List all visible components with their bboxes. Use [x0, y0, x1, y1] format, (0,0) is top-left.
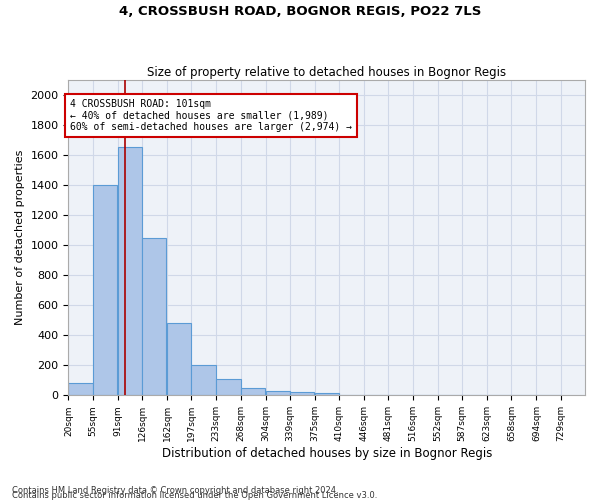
Title: Size of property relative to detached houses in Bognor Regis: Size of property relative to detached ho…	[147, 66, 506, 78]
Bar	[241, 388, 265, 396]
X-axis label: Distribution of detached houses by size in Bognor Regis: Distribution of detached houses by size …	[161, 447, 492, 460]
Bar	[191, 366, 215, 396]
Bar	[93, 185, 117, 396]
Bar	[167, 323, 191, 396]
Bar	[266, 391, 290, 396]
Bar	[216, 379, 241, 396]
Text: 4, CROSSBUSH ROAD, BOGNOR REGIS, PO22 7LS: 4, CROSSBUSH ROAD, BOGNOR REGIS, PO22 7L…	[119, 5, 481, 18]
Bar	[290, 392, 314, 396]
Y-axis label: Number of detached properties: Number of detached properties	[15, 150, 25, 325]
Bar	[118, 148, 142, 396]
Bar	[68, 384, 93, 396]
Text: Contains public sector information licensed under the Open Government Licence v3: Contains public sector information licen…	[12, 491, 377, 500]
Bar	[339, 394, 364, 396]
Bar	[315, 393, 339, 396]
Text: Contains HM Land Registry data © Crown copyright and database right 2024.: Contains HM Land Registry data © Crown c…	[12, 486, 338, 495]
Bar	[142, 238, 166, 396]
Text: 4 CROSSBUSH ROAD: 101sqm
← 40% of detached houses are smaller (1,989)
60% of sem: 4 CROSSBUSH ROAD: 101sqm ← 40% of detach…	[70, 99, 352, 132]
Bar	[364, 394, 388, 396]
